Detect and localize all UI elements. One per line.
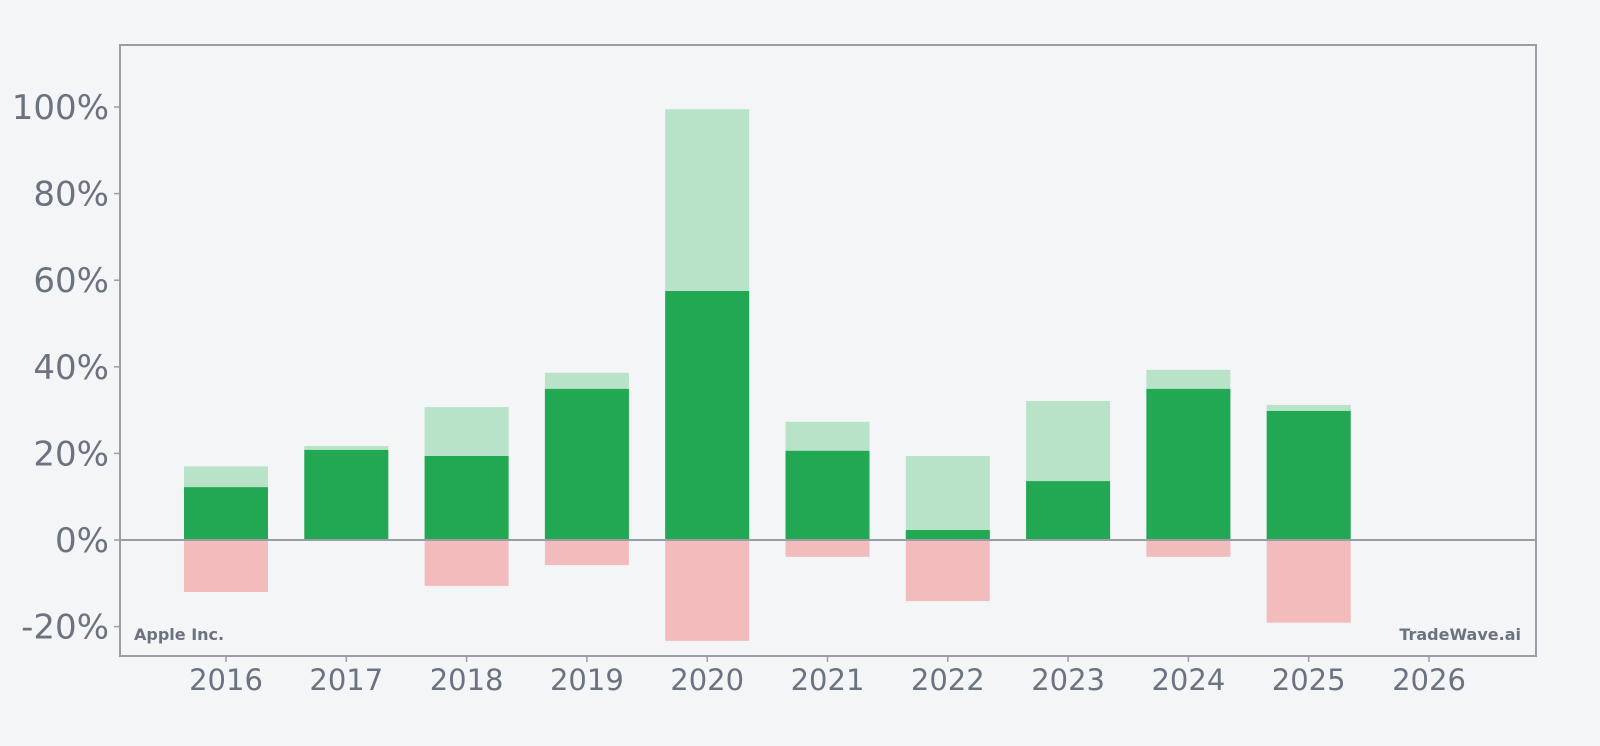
y-tick-label: 80% (33, 175, 109, 215)
y-tick-label: 60% (33, 261, 109, 301)
brand-label: TradeWave.ai (1399, 625, 1521, 644)
bar-close-2024 (1146, 388, 1231, 540)
bar-close-2016 (184, 487, 268, 540)
x-tick-label: 2019 (550, 663, 624, 697)
bar-low-2016 (184, 541, 268, 592)
bar-close-2022 (905, 530, 990, 540)
company-label: Apple Inc. (134, 625, 224, 644)
bar-close-2021 (785, 450, 870, 540)
y-tick-label: 100% (12, 88, 109, 128)
x-tick-label: 2021 (791, 663, 865, 697)
bar-low-2024 (1146, 541, 1231, 557)
x-tick-label: 2016 (189, 663, 263, 697)
bar-close-2020 (665, 291, 750, 540)
bar-low-2025 (1266, 541, 1351, 623)
bars-layer (184, 109, 1351, 641)
y-tick-label: 20% (33, 434, 109, 474)
x-axis: 2016 2017 2018 2019 2020 2021 2022 2023 2024 2025… (189, 656, 1466, 697)
bar-close-2023 (1026, 481, 1111, 540)
x-tick-label: 2025 (1272, 663, 1346, 697)
bar-close-2025 (1266, 410, 1351, 540)
x-tick-label: 2024 (1151, 663, 1225, 697)
bar-high-2022 (905, 455, 990, 540)
y-axis: -20% 0% 20% 40% 60% 80% 100% (12, 88, 120, 648)
x-tick-label: 2020 (670, 663, 744, 697)
bar-close-2019 (544, 388, 629, 540)
x-tick-label: 2017 (309, 663, 383, 697)
bar-close-2017 (304, 449, 389, 540)
y-tick-label: 40% (33, 348, 109, 388)
bar-close-2018 (424, 455, 509, 540)
bar-low-2019 (544, 541, 629, 566)
y-tick-label: 0% (55, 521, 109, 561)
bar-low-2022 (905, 541, 990, 602)
x-tick-label: 2018 (430, 663, 504, 697)
x-tick-label: 2026 (1392, 663, 1466, 697)
bar-low-2020 (665, 541, 750, 641)
x-tick-label: 2023 (1031, 663, 1105, 697)
bar-low-2018 (424, 541, 509, 586)
bar-low-2021 (785, 541, 870, 557)
x-tick-label: 2022 (911, 663, 985, 697)
y-tick-label: -20% (21, 608, 109, 648)
